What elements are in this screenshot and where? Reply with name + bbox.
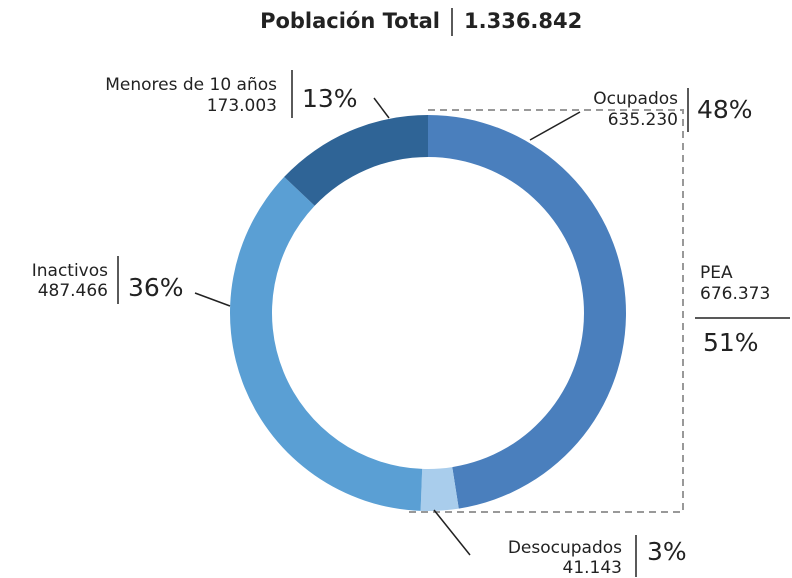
group-total: 676.373 <box>700 284 770 304</box>
slice-value-label: 173.003 <box>207 96 277 116</box>
slice-value-label: 635.230 <box>608 110 678 130</box>
leader-line <box>373 97 390 119</box>
slice-percent: 48% <box>697 95 753 124</box>
slice <box>428 115 626 509</box>
slice-percent: 13% <box>302 84 358 113</box>
slice-percent: 3% <box>647 537 687 566</box>
leader-line <box>529 111 581 141</box>
slice-name: Desocupados <box>508 538 622 558</box>
slice-value-label: 41.143 <box>563 558 622 578</box>
slice <box>229 176 423 511</box>
total-label: 1.336.842 <box>464 9 582 33</box>
slice-name: Inactivos <box>32 261 108 281</box>
leader-line <box>194 292 231 307</box>
slice-name: Ocupados <box>593 89 678 109</box>
group-name: PEA <box>700 263 733 283</box>
group-percent: 51% <box>703 328 759 357</box>
group-bracket <box>405 109 684 513</box>
slice-value-label: 487.466 <box>38 281 108 301</box>
slice-percent: 36% <box>128 273 184 302</box>
slice <box>284 115 428 206</box>
leader-line <box>433 509 471 556</box>
slice-name: Menores de 10 años <box>105 75 277 95</box>
slice <box>420 467 459 512</box>
chart-title: Población Total <box>260 9 440 33</box>
